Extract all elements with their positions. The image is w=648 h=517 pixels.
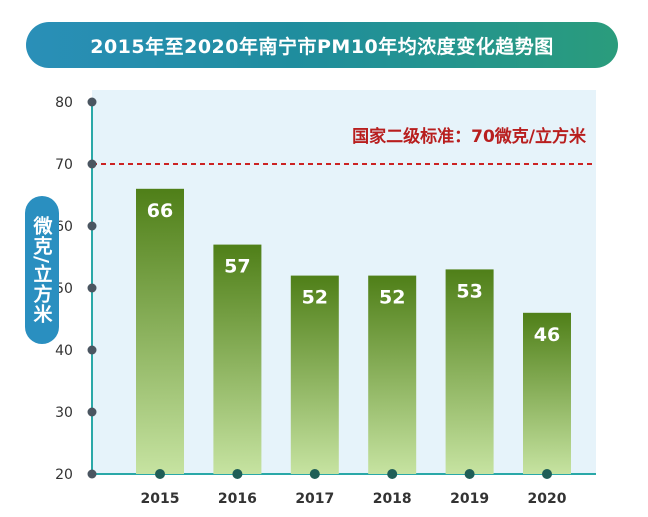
y-tick-label-60: 60 bbox=[55, 219, 73, 235]
y-tick-label-70: 70 bbox=[55, 157, 73, 173]
y-tick-dot-50 bbox=[87, 283, 97, 293]
y-tick-label-20: 20 bbox=[55, 467, 73, 483]
bar-2017 bbox=[290, 275, 339, 474]
bar-2015 bbox=[136, 188, 184, 475]
x-tick-dot-2015 bbox=[155, 469, 165, 479]
x-tick-dot-2020 bbox=[542, 469, 552, 479]
bar-value-label-2018: 52 bbox=[379, 287, 405, 309]
y-tick-dot-80 bbox=[87, 97, 97, 107]
x-tick-label-2016: 2016 bbox=[218, 491, 257, 507]
chart-title-banner: 2015年至2020年南宁市PM10年均浓度变化趋势图 bbox=[26, 22, 618, 68]
x-tick-dot-2019 bbox=[464, 469, 475, 479]
x-tick-label-2017: 2017 bbox=[295, 491, 334, 507]
y-tick-label-30: 30 bbox=[55, 405, 73, 421]
y-ticks-layer: 20 30 40 50 60 70 80 bbox=[55, 95, 97, 483]
x-ticks-layer: 2015 2016 2017 2018 2019 2020 bbox=[141, 469, 567, 507]
x-tick-label-2015: 2015 bbox=[141, 491, 180, 507]
y-tick-dot-60 bbox=[87, 221, 97, 231]
y-tick-dot-40 bbox=[87, 345, 97, 355]
y-axis-label: 微克/立方米 bbox=[30, 216, 53, 324]
bar-2019 bbox=[445, 269, 494, 474]
x-tick-dot-2016 bbox=[232, 469, 243, 479]
bar-2016 bbox=[213, 244, 262, 474]
bar-value-label-2020: 46 bbox=[534, 324, 560, 346]
y-axis-label-pill: 微克/立方米 bbox=[25, 196, 59, 344]
y-tick-dot-20 bbox=[87, 469, 97, 479]
reference-line-layer: 国家二级标准：70微克/立方米 bbox=[92, 126, 596, 165]
reference-line-label: 国家二级标准：70微克/立方米 bbox=[352, 126, 587, 147]
x-tick-dot-2017 bbox=[309, 469, 320, 479]
bar-2020 bbox=[523, 312, 571, 474]
bar-value-label-2017: 52 bbox=[302, 287, 328, 309]
x-tick-label-2018: 2018 bbox=[373, 491, 412, 507]
x-tick-label-2019: 2019 bbox=[450, 491, 489, 507]
y-tick-label-50: 50 bbox=[55, 281, 73, 297]
x-tick-label-2020: 2020 bbox=[528, 491, 567, 507]
bars-layer: 66 57 52 52 53 46 bbox=[136, 188, 571, 475]
bar-value-label-2019: 53 bbox=[456, 280, 482, 302]
y-tick-dot-30 bbox=[87, 407, 97, 417]
chart-title: 2015年至2020年南宁市PM10年均浓度变化趋势图 bbox=[90, 35, 554, 58]
bar-value-label-2016: 57 bbox=[224, 256, 250, 278]
x-tick-dot-2018 bbox=[387, 469, 398, 479]
y-tick-label-40: 40 bbox=[55, 343, 73, 359]
y-tick-dot-70 bbox=[87, 159, 97, 169]
y-tick-label-80: 80 bbox=[55, 95, 73, 111]
bar-2018 bbox=[368, 275, 417, 474]
bar-value-label-2015: 66 bbox=[147, 200, 173, 222]
